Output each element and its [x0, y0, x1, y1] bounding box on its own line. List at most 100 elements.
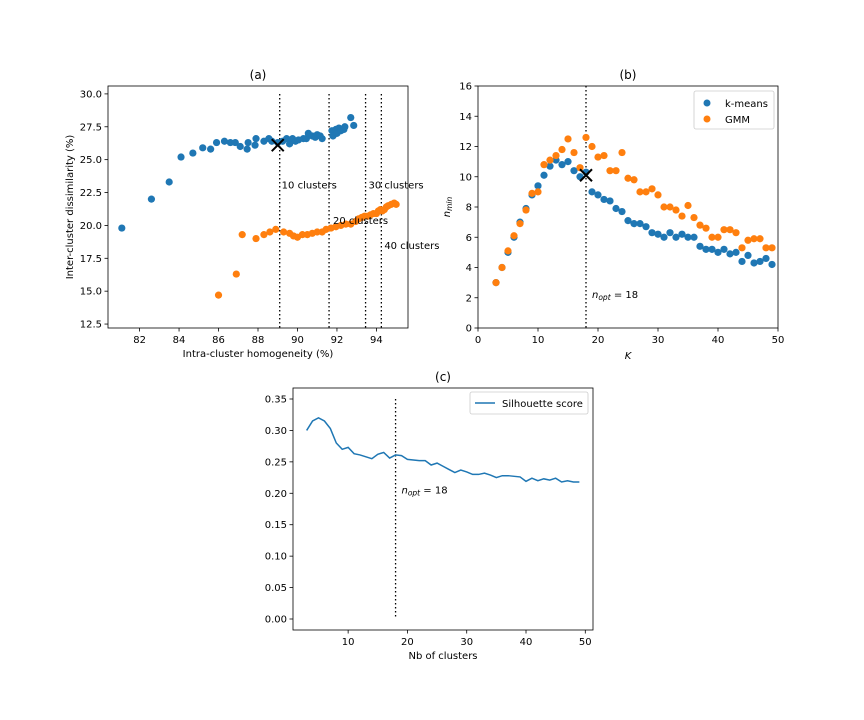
- legend-kmeans-marker: [703, 99, 711, 107]
- panel-a-ticks: 82 84 86 88 90 92 94 12.5 15.0 17.5 20.0 22.5 25.0 27…: [80, 89, 383, 346]
- panel-a-ytick-label: 17.5: [80, 254, 102, 265]
- panel-b-ytick-label: 10: [459, 172, 472, 183]
- panel-b-legend: k-means GMM: [693, 90, 775, 130]
- gmm-point: [624, 174, 632, 182]
- kmeans-point: [220, 137, 229, 145]
- kmeans-point: [189, 149, 197, 157]
- kmeans-point: [756, 257, 764, 266]
- gmm-point: [666, 203, 674, 211]
- optimum-cross: [271, 138, 285, 152]
- gmm-point: [648, 185, 656, 193]
- panel-a-title: (a): [250, 68, 267, 82]
- kmeans-point: [177, 153, 185, 161]
- panel-b-y-axis-label: nmin: [442, 197, 454, 218]
- kmeans-point: [231, 138, 239, 147]
- gmm-point: [504, 247, 512, 255]
- panel-b-xtick-label: 30: [652, 335, 665, 346]
- panel-a-frame: [107, 85, 409, 329]
- panel-a-optimum-marker: [271, 138, 285, 152]
- kmeans-point: [738, 257, 746, 266]
- kmeans-point: [350, 121, 358, 130]
- panel-a-xtick-label: 94: [370, 335, 383, 346]
- panel-c-frame: [292, 387, 594, 631]
- silhouette-score-line: [306, 417, 580, 483]
- gmm-point: [732, 229, 740, 237]
- kmeans-point: [165, 178, 173, 186]
- kmeans-point: [244, 138, 252, 147]
- gmm-point: [313, 228, 321, 236]
- gmm-point: [516, 220, 524, 228]
- panel-c-ytick-label: 0.25: [265, 457, 287, 468]
- kmeans-point: [648, 229, 656, 237]
- gmm-point: [546, 156, 554, 164]
- cluster-label-30: 30 clusters: [369, 181, 424, 192]
- kmeans-point: [684, 233, 692, 241]
- gmm-point: [522, 206, 530, 214]
- panel-b-xtick-label: 0: [475, 335, 481, 346]
- cluster-label-40: 40 clusters: [384, 241, 439, 252]
- optimum-cross: [579, 168, 593, 182]
- panel-b-optimum-marker: [579, 168, 593, 182]
- kmeans-point: [147, 195, 156, 203]
- kmeans-point: [618, 207, 626, 216]
- panel-c-ytick-label: 0.00: [265, 615, 287, 626]
- panel-b-ytick-label: 16: [459, 82, 472, 93]
- panel-c-ytick-label: 0.30: [265, 426, 287, 437]
- panel-a-ytick-label: 15.0: [80, 287, 102, 298]
- panel-b-xtick-label: 40: [712, 335, 725, 346]
- panel-b-ytick-label: 12: [459, 142, 472, 153]
- kmeans-point: [347, 113, 355, 122]
- panel-a-ytick-label: 12.5: [80, 320, 102, 331]
- kmeans-point: [630, 220, 638, 228]
- kmeans-point: [236, 142, 244, 151]
- panel-b-ytick-label: 8: [466, 203, 472, 214]
- gmm-point: [510, 232, 518, 240]
- panel-a-cluster-labels: 10 clusters 20 clusters 30 clusters 40 c…: [282, 181, 440, 253]
- panel-c-ticks: 10 20 30 40 50 0.00 0.05 0.10 0.15 0.20 0.25 0.30 0.…: [265, 395, 592, 649]
- kmeans-point: [660, 233, 668, 241]
- panel-a-points: [118, 113, 400, 299]
- gmm-point: [618, 148, 626, 157]
- gmm-point: [636, 188, 644, 196]
- gmm-point: [672, 206, 680, 214]
- panel-a-ytick-label: 25.0: [80, 155, 102, 166]
- kmeans-point: [199, 144, 207, 152]
- gmm-point: [232, 270, 240, 278]
- panel-a-ytick-label: 20.0: [80, 221, 102, 232]
- kmeans-point: [243, 145, 251, 153]
- gmm-point: [594, 153, 602, 161]
- panel-b-ytick-label: 6: [466, 233, 472, 244]
- panel-c-optimum-annotation: nopt = 18: [401, 485, 447, 497]
- gmm-point: [684, 201, 692, 210]
- gmm-point: [660, 203, 668, 211]
- panel-a-xtick-label: 86: [212, 335, 225, 346]
- kmeans-point: [642, 223, 650, 231]
- panel-c-x-axis-label: Nb of clusters: [408, 651, 477, 662]
- panel-c-legend: Silhouette score: [469, 391, 589, 415]
- panel-a-x-axis-label: Intra-cluster homogeneity (%): [183, 349, 334, 360]
- kmeans-point: [768, 260, 776, 269]
- gmm-point: [720, 226, 728, 234]
- panel-c-ytick-label: 0.05: [265, 583, 287, 594]
- kmeans-point: [226, 138, 234, 147]
- panel-b-title: (b): [620, 68, 637, 82]
- gmm-point: [260, 231, 268, 239]
- kmeans-point: [594, 191, 602, 199]
- gmm-point: [582, 133, 590, 142]
- kmeans-point: [654, 230, 662, 238]
- legend-silhouette-label: Silhouette score: [502, 399, 583, 410]
- panel-c-xtick-label: 50: [579, 637, 592, 648]
- gmm-point: [492, 279, 500, 287]
- legend-kmeans-label: k-means: [725, 99, 768, 110]
- gmm-point: [298, 231, 307, 239]
- kmeans-point: [318, 135, 326, 143]
- legend-gmm-label: GMM: [725, 115, 750, 126]
- gmm-point: [708, 233, 716, 241]
- panel-a-xtick-label: 92: [331, 335, 344, 346]
- kmeans-point: [714, 248, 722, 256]
- panel-c-legend-box: [469, 391, 589, 415]
- panel-b: (b) K nmin 0 10 20 30 40 50 0 2 4 6 8 10 12 14 16 nopt…: [442, 68, 784, 362]
- kmeans-point: [624, 217, 632, 225]
- gmm-point: [612, 167, 620, 175]
